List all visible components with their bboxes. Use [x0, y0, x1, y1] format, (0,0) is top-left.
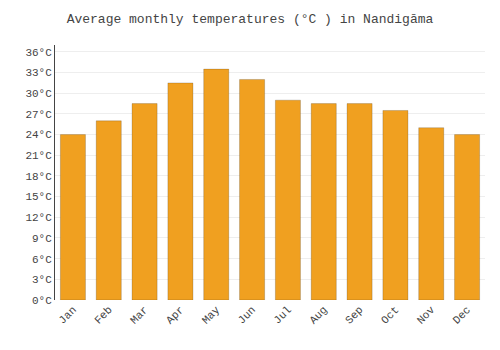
svg-text:Apr: Apr [164, 304, 186, 326]
svg-text:Feb: Feb [92, 304, 114, 326]
svg-text:Jun: Jun [236, 304, 258, 326]
svg-text:6°C: 6°C [32, 254, 52, 266]
svg-text:24°C: 24°C [25, 129, 52, 141]
svg-text:Mar: Mar [128, 304, 150, 326]
svg-text:36°C: 36°C [25, 47, 52, 59]
svg-text:Sep: Sep [343, 304, 365, 326]
svg-text:18°C: 18°C [25, 171, 52, 183]
svg-text:30°C: 30°C [25, 88, 52, 100]
svg-text:Average monthly temperatures (: Average monthly temperatures (°C ) in Na… [67, 12, 434, 27]
svg-text:Oct: Oct [379, 304, 401, 326]
svg-text:15°C: 15°C [25, 191, 52, 203]
svg-text:9°C: 9°C [32, 233, 52, 245]
svg-text:May: May [200, 304, 223, 327]
svg-text:Nov: Nov [415, 304, 438, 327]
svg-text:Aug: Aug [307, 304, 329, 326]
svg-text:27°C: 27°C [25, 109, 52, 121]
svg-text:Jan: Jan [56, 304, 78, 326]
svg-text:0°C: 0°C [32, 295, 52, 307]
svg-text:Dec: Dec [451, 304, 473, 326]
svg-text:3°C: 3°C [32, 274, 52, 286]
svg-text:Jul: Jul [271, 304, 293, 326]
svg-text:12°C: 12°C [25, 212, 52, 224]
svg-text:21°C: 21°C [25, 150, 52, 162]
svg-text:33°C: 33°C [25, 67, 52, 79]
